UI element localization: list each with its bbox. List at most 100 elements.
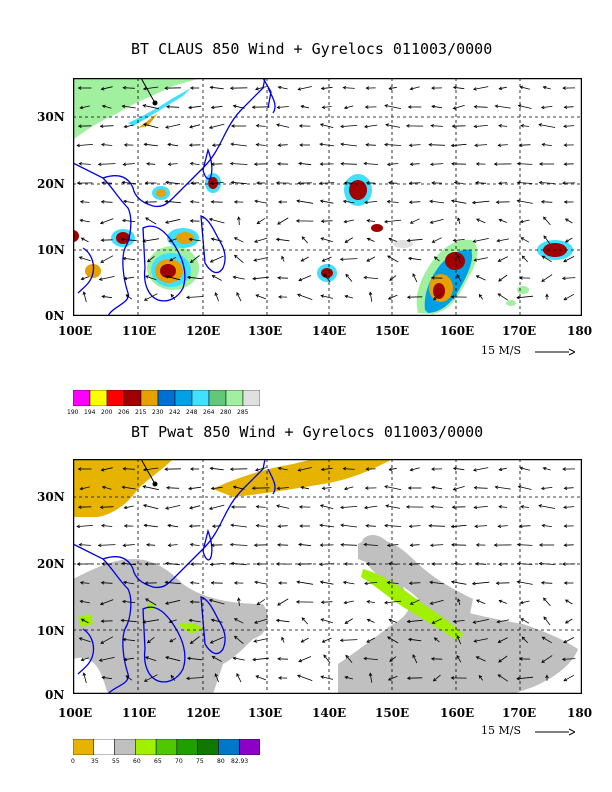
wind-vector-head	[493, 543, 498, 547]
wind-vector-head	[340, 162, 344, 166]
wind-vector-head	[232, 275, 237, 280]
wind-vector-head	[189, 581, 194, 585]
wind-vector-head	[432, 296, 437, 301]
wind-vector-head	[319, 580, 324, 585]
wind-vector	[255, 467, 267, 471]
wind-vector-head	[145, 275, 149, 279]
wind-vector	[165, 200, 181, 204]
wind-vector-head	[165, 656, 169, 660]
wind-vector	[367, 601, 375, 603]
cbar2-label: 0	[71, 758, 75, 765]
wind-vector	[238, 217, 240, 225]
wind-vector	[389, 275, 397, 281]
wind-vector-head	[323, 273, 327, 278]
wind-vector-head	[343, 181, 348, 185]
wind-vector-head	[474, 524, 478, 529]
panel-2-y-tick-0N: 0N	[45, 688, 65, 702]
wind-vector	[234, 618, 244, 624]
wind-vector-head	[323, 654, 327, 659]
wind-vector-head	[406, 238, 411, 243]
wind-vector	[565, 218, 573, 224]
panel-1-frame	[73, 78, 582, 316]
wind-vector-head	[298, 658, 303, 663]
wind-vector	[254, 618, 268, 624]
wind-vector-head	[538, 543, 543, 547]
wind-vector-head	[387, 255, 391, 259]
wind-vector-head	[344, 675, 349, 680]
wind-vector-head	[300, 639, 305, 643]
wind-vector-head	[143, 297, 148, 301]
wind-vector	[564, 487, 574, 489]
wind-vector-head	[563, 143, 568, 147]
wind-vector	[387, 163, 399, 165]
cloud-band-north	[73, 78, 201, 140]
wind-vector	[410, 467, 420, 471]
wind-vector	[102, 676, 112, 680]
wind-vector	[431, 105, 443, 109]
wind-vector	[495, 105, 511, 109]
wind-vector	[101, 201, 113, 203]
wind-vector-head	[343, 562, 348, 566]
wind-vector	[230, 544, 248, 546]
wind-vector-head	[456, 635, 460, 639]
wind-vector	[343, 200, 355, 204]
wind-vector	[517, 581, 533, 585]
panel-1-colorbar-labels: 190 194 200 206 215 230 242 248 264 280 …	[67, 409, 287, 417]
wind-vector	[497, 619, 509, 623]
wind-vector-head	[252, 657, 256, 662]
wind-vector	[281, 637, 285, 643]
wind-vector-head	[387, 562, 392, 566]
wind-vector	[301, 105, 309, 109]
wind-vector-head	[498, 86, 503, 91]
wind-vector	[562, 277, 576, 279]
wind-vector-head	[255, 143, 260, 147]
wind-vector-head	[430, 124, 434, 128]
wind-vector-head	[210, 105, 215, 110]
wind-vector	[369, 673, 373, 683]
wind-vector	[169, 256, 177, 262]
wind-vector-head	[498, 562, 502, 566]
wind-vector	[301, 486, 309, 490]
wind-vector	[474, 487, 488, 489]
wind-vector	[433, 293, 441, 301]
wind-vector-head	[229, 467, 234, 471]
wind-vector-head	[386, 580, 391, 585]
wind-vector-head	[256, 601, 261, 606]
panel-1-colorbar	[73, 390, 260, 406]
wind-vector-head	[80, 237, 85, 241]
wind-vector	[384, 525, 402, 527]
wind-vector-head	[476, 218, 480, 222]
wind-vector-head	[519, 600, 524, 605]
wind-vector	[410, 163, 420, 165]
wind-vector-head	[281, 255, 285, 260]
wind-vector	[456, 655, 462, 663]
wind-vector-head	[142, 485, 147, 489]
wind-vector	[543, 597, 551, 607]
wind-vector-head	[211, 524, 216, 528]
wind-vector	[144, 674, 158, 682]
wind-vector-head	[277, 602, 281, 606]
wind-vector	[321, 676, 333, 680]
wind-vector-head	[275, 618, 280, 623]
wind-vector-head	[277, 466, 282, 471]
wind-vector	[563, 506, 575, 508]
wind-vector-head	[475, 162, 480, 166]
wind-vector	[256, 506, 266, 508]
wind-vector	[341, 163, 357, 165]
wind-vector-head	[277, 143, 282, 147]
wind-vector	[79, 544, 91, 546]
wind-vector	[473, 86, 489, 90]
wind-vector-head	[189, 125, 193, 129]
wind-vector	[143, 86, 159, 90]
wind-vector	[410, 599, 420, 605]
wind-vector-head	[122, 199, 127, 204]
wind-vector-head	[452, 466, 457, 471]
moist-region-west	[73, 559, 269, 694]
wind-vector-head	[498, 467, 503, 472]
wind-vector	[123, 87, 135, 89]
wind-vector-head	[431, 467, 435, 471]
wind-vector	[454, 182, 464, 184]
wind-vector-head	[540, 486, 545, 491]
wind-vector-head	[123, 524, 128, 528]
wind-vector-head	[146, 543, 150, 547]
